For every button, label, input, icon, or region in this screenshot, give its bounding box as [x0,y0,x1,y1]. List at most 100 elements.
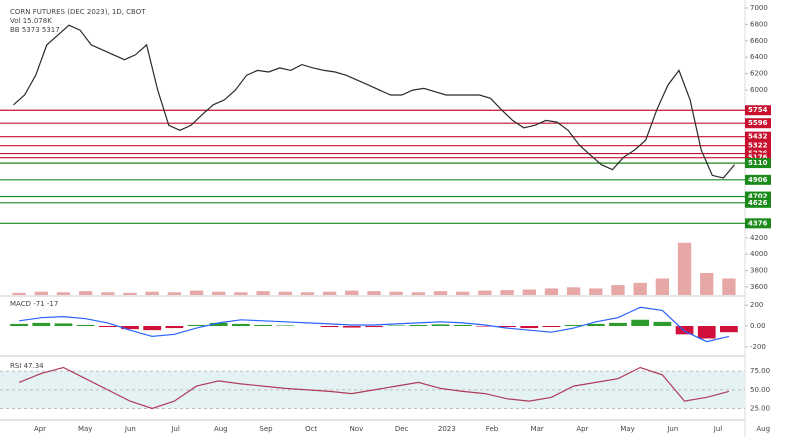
y-tick-label: 6200 [750,70,768,78]
volume-bar [389,291,403,295]
histogram-bar [209,322,228,326]
histogram-bar [98,326,117,328]
histogram-bar [342,326,361,328]
x-tick-label: Oct [305,425,317,433]
x-tick-label: Jun [666,425,678,433]
volume-bar [367,291,381,295]
histogram-bar [10,323,28,326]
x-tick-label: Jul [713,425,723,433]
histogram-bar [276,325,295,326]
volume-bar [78,291,93,295]
volume-bar [456,291,470,295]
histogram-bar [720,326,738,333]
volume-bar [500,290,514,295]
line [18,366,730,410]
volume-bar [433,291,448,295]
level-label: 4376 [748,219,768,227]
line [19,306,730,343]
x-tick-label: Feb [486,425,499,433]
volume-bar [522,289,536,295]
x-tick-label: Jun [124,425,136,433]
volume-bar [234,292,248,295]
volume-bar [566,287,581,295]
level-label: 4702 [748,193,768,201]
volume-bar [611,285,625,295]
histogram-bar [564,324,583,326]
volume-bar [278,291,292,295]
histogram-bar [675,326,694,335]
volume-bar [256,291,270,295]
volume-bar [56,292,71,295]
histogram-bar [387,325,406,326]
y-tick-label: 4200 [750,234,768,242]
histogram-bar [476,326,494,327]
subtitle: Vol 15.078K [10,17,52,25]
y-tick-label: 75.00 [750,367,770,375]
volume-bar [145,291,159,295]
volume-bar [700,273,714,295]
volume-bar [123,292,137,295]
x-tick-label: Dec [395,425,409,433]
level-label: 5754 [748,106,768,114]
histogram-bar [165,326,184,329]
y-tick-label: 6000 [750,86,768,94]
volume-bar [34,291,48,295]
x-tick-label: May [620,425,634,433]
histogram-bar [653,321,672,326]
x-tick-label: Mar [531,425,544,433]
level-tag [745,191,771,202]
y-tick-label: 3800 [750,267,768,275]
histogram-bar [498,326,516,328]
histogram-bar [697,326,716,339]
y-tick-label: 6600 [750,37,768,45]
volume-bar [633,282,647,295]
y-tick-label: 0.00 [750,322,766,330]
volume-bar [212,291,226,295]
volume-bar [300,292,315,295]
histogram-bar [187,324,206,326]
histogram-bar [76,324,95,326]
chart-title: CORN FUTURES (DEC 2023), 1D, CBOT [10,8,146,16]
y-tick-label: 4000 [750,250,768,258]
volume-bar [478,290,492,295]
histogram-bar [431,324,450,326]
level-tag [745,158,771,169]
level-tag [745,140,771,151]
volume-bar [677,242,692,295]
level-tag [745,118,771,129]
volume-bar [589,288,603,295]
level-label: 5110 [748,159,768,167]
x-tick-label: Jul [170,425,180,433]
volume-bar [322,291,337,295]
y-tick-label: -200 [750,343,766,351]
x-tick-label: Aug [214,425,228,433]
y-tick-label: 6800 [750,20,768,28]
histogram-bar [586,323,605,326]
volume-bar [655,278,670,295]
volume-bar [722,278,736,295]
histogram-bar [365,326,383,328]
level-tag [745,105,771,116]
y-tick-label: 50.00 [750,386,770,394]
volume-bar [345,290,359,295]
histogram-bar [54,323,73,326]
x-tick-label: 2023 [438,425,456,433]
volume-bar [544,288,559,295]
histogram-bar [232,323,250,326]
level-tag [745,174,771,185]
level-label: 4626 [748,199,768,207]
macd-label: MACD -71 -17 [10,300,58,308]
level-tag [745,152,771,163]
overlay-label: BB 5373 5317 [10,26,60,34]
x-tick-label: Apr [34,425,46,433]
histogram-bar [409,324,428,326]
x-tick-label: Aug [756,425,770,433]
histogram-bar [453,324,472,326]
histogram-bar [609,322,627,326]
level-tag [745,197,771,208]
x-tick-label: Apr [576,425,588,433]
level-label: 5322 [748,142,768,150]
y-tick-label: 25.00 [750,405,770,413]
histogram-bar [320,326,339,328]
